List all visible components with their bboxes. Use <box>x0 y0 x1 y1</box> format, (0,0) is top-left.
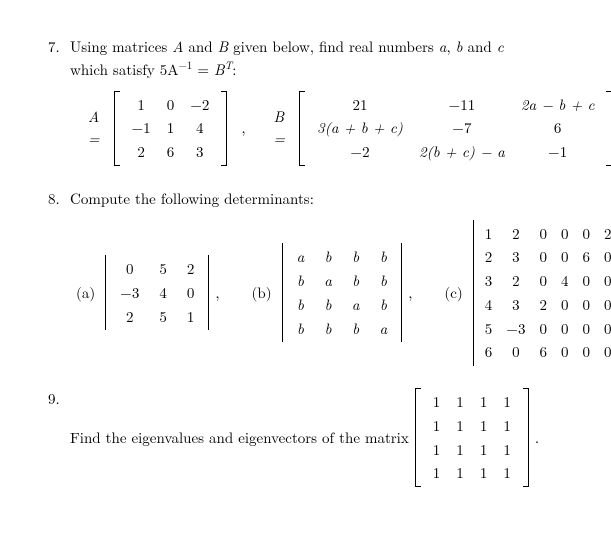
problem-9: 9. Find the eigenvalues and eigenvectors… <box>48 388 571 487</box>
matrix-A: 10−2 −114 263 <box>114 91 228 166</box>
determinant-c: (c) 120002 230060 320400 432000 5−30000 … <box>444 220 611 367</box>
subpart-label: (a) <box>76 282 95 304</box>
problem-number: 7. <box>48 36 60 58</box>
matrix-B-label: B = <box>274 106 286 150</box>
problem-text: Find the eigenvalues and eigenvectors of… <box>70 427 409 449</box>
determinant-row: (a) 052 −340 251 , (b) abbb babb bbab <box>76 220 571 367</box>
determinant-a: (a) 052 −340 251 , <box>76 255 220 330</box>
problem-text: Compute the following determinants: <box>70 188 314 209</box>
comma: , <box>241 117 245 139</box>
matrix-A-label: A = <box>88 106 100 150</box>
determinant-b: (b) abbb babb bbab bbba , <box>252 243 413 342</box>
problem-8: 8. Compute the following determinants: (… <box>48 188 571 366</box>
matrix-eigen: 1111 1111 1111 1111 <box>415 388 529 487</box>
problem-7: 7. Using matrices A and B given below, f… <box>48 36 571 166</box>
matrix-B: 21 −11 2a − b + c 3(a + b + c) −7 6 −2 2… <box>299 91 611 166</box>
problem-number: 8. <box>48 188 60 210</box>
period: . <box>535 427 539 449</box>
subpart-label: (c) <box>444 282 462 304</box>
problem-text: Using matrices A and B given below, find… <box>70 36 504 80</box>
matrix-equation-row: A = 10−2 −114 263 , B = 21 −11 <box>88 91 571 166</box>
problem-number: 9. <box>48 388 60 410</box>
subpart-label: (b) <box>252 282 272 304</box>
